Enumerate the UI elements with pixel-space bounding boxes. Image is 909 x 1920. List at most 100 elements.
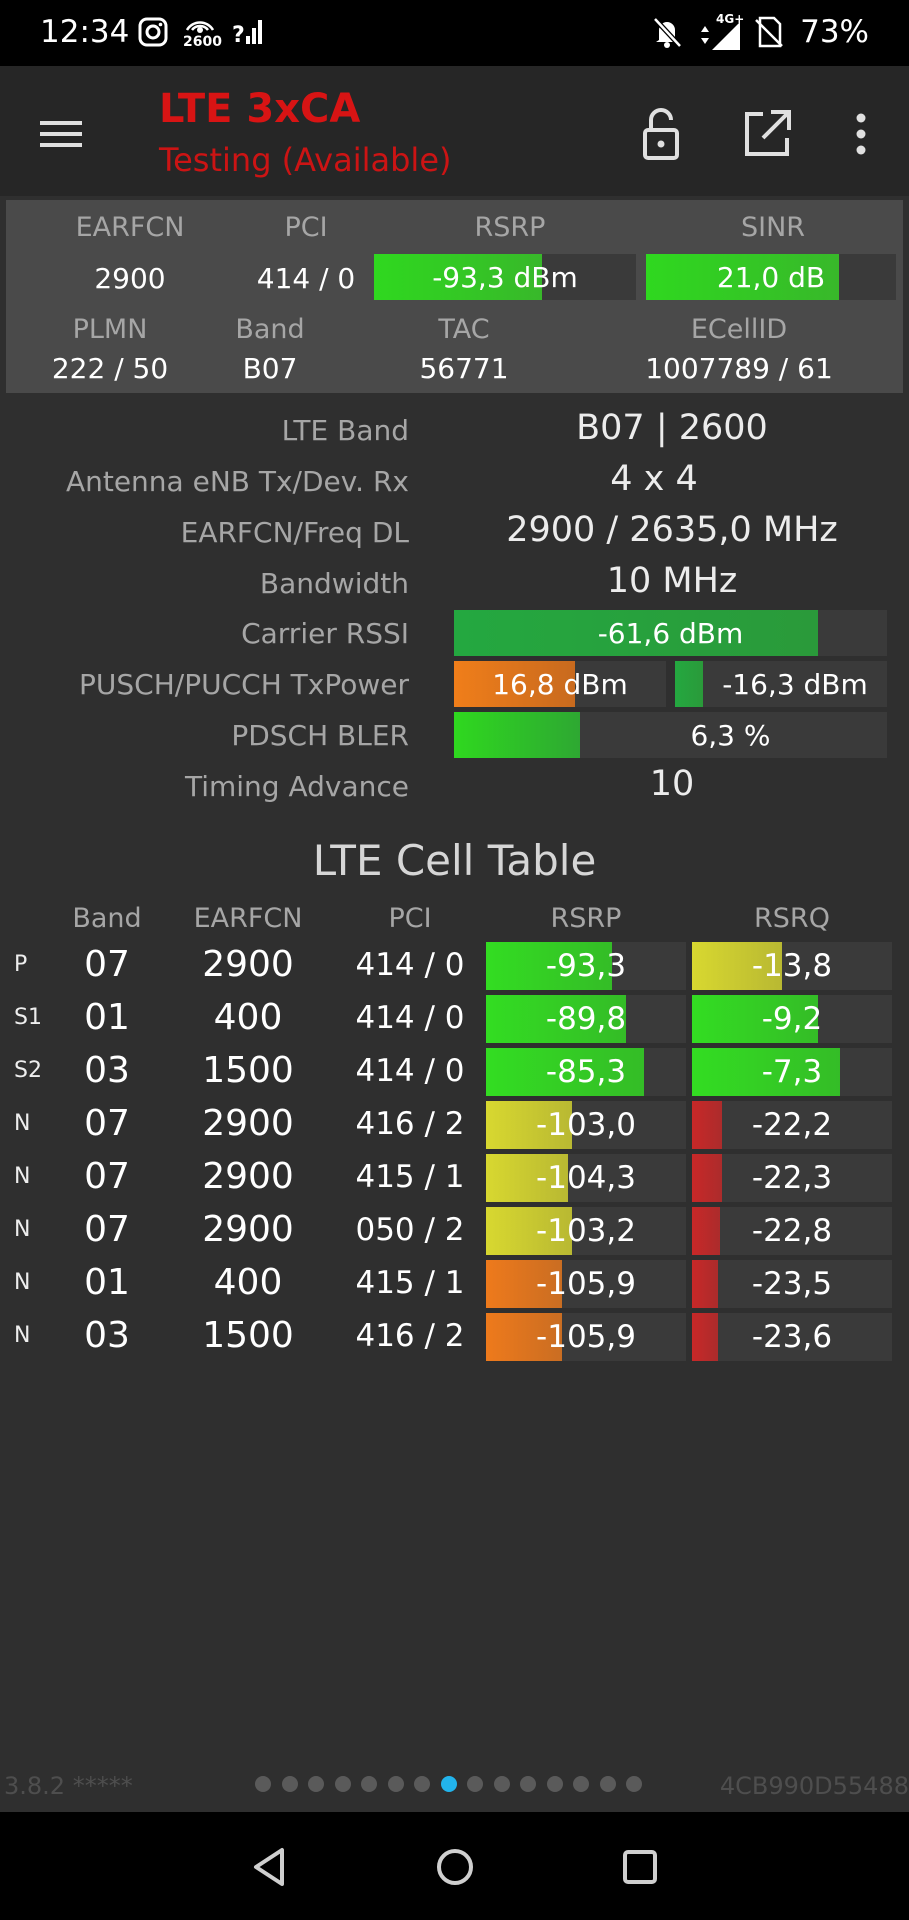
- more-vert-icon[interactable]: [829, 102, 893, 166]
- cell-rsrp-bar-fill: [486, 1154, 568, 1202]
- earfcn-freq-value: 2900 / 2635,0 MHz: [506, 510, 838, 550]
- pusch-bar: 16,8 dBm: [454, 661, 666, 707]
- serving-sinr-value: 21,0 dB: [716, 260, 826, 294]
- page-dot[interactable]: [308, 1776, 324, 1792]
- cell-pci: 414 / 0: [355, 947, 465, 983]
- bler-value: 6,3 %: [690, 718, 771, 752]
- bandwidth-value: 10 MHz: [606, 561, 738, 601]
- cell-rsrp-bar: -103,2: [486, 1207, 686, 1255]
- home-icon[interactable]: [430, 1842, 480, 1892]
- cell-rsrq-value: -22,8: [751, 1213, 833, 1249]
- serving-plmn: 222 / 50: [51, 352, 169, 385]
- page-dot[interactable]: [573, 1776, 589, 1792]
- cell-band: 03: [84, 1315, 130, 1356]
- rssi-bar-fill: [454, 610, 818, 656]
- open-external-icon[interactable]: [735, 102, 799, 166]
- serving-rsrp-value: -93,3 dBm: [432, 260, 578, 294]
- cell-role: N: [14, 1323, 31, 1348]
- serving-rsrp-bar-fill: [374, 254, 542, 300]
- cell-role: N: [14, 1217, 31, 1242]
- page-dot[interactable]: [467, 1776, 483, 1792]
- cell-rsrp-bar: -103,0: [486, 1101, 686, 1149]
- rssi-label: Carrier RSSI: [241, 617, 409, 650]
- antenna-label: Antenna eNB Tx/Dev. Rx: [65, 465, 409, 498]
- cell-band: 07: [84, 1103, 130, 1144]
- cell-rsrp-bar-fill: [486, 1207, 572, 1255]
- cell-role: P: [14, 952, 28, 977]
- cell-pci: 414 / 0: [355, 1000, 465, 1036]
- cell-earfcn: 2900: [202, 1156, 294, 1197]
- header-rsrp: RSRP: [474, 212, 546, 243]
- recents-icon[interactable]: [615, 1842, 665, 1892]
- page-dot[interactable]: [387, 1776, 404, 1792]
- txpower-label: PUSCH/PUCCH TxPower: [79, 668, 409, 701]
- cell-rsrq-bar: -22,8: [692, 1207, 892, 1255]
- serving-sinr-bar: 21,0 dB: [646, 254, 896, 300]
- page-dot[interactable]: [493, 1776, 510, 1792]
- cell-rsrp-value: -105,9: [536, 1266, 636, 1302]
- table-row: N 07 2900 050 / 2 -103,2 -22,8: [0, 1207, 909, 1257]
- cell-band: 07: [84, 1209, 130, 1250]
- page-dot[interactable]: [281, 1776, 298, 1792]
- serving-cell-panel: EARFCN PCI RSRP SINR 2900 414 / 0 -93,3 …: [6, 200, 903, 393]
- back-icon[interactable]: [246, 1842, 296, 1892]
- cell-rsrq-bar: -22,3: [692, 1154, 892, 1202]
- device-id: 4CB990D55488: [719, 1772, 909, 1800]
- page-dot[interactable]: [626, 1776, 642, 1792]
- cell-rsrp-value: -105,9: [536, 1319, 636, 1355]
- serving-ecellid: 1007789 / 61: [645, 352, 833, 385]
- bell-off-icon: [653, 17, 682, 48]
- cell-earfcn: 2900: [202, 1209, 294, 1250]
- antenna-value: 4 x 4: [610, 459, 698, 499]
- svg-text:?: ?: [232, 23, 245, 48]
- page-dot[interactable]: [520, 1776, 536, 1792]
- bler-bar: 6,3 %: [454, 712, 887, 758]
- serving-band: B07: [242, 352, 298, 385]
- cell-rsrp-value: -89,8: [545, 1001, 627, 1037]
- cell-band: 07: [84, 944, 130, 985]
- cell-rsrq-bar-fill: [692, 995, 818, 1043]
- cell-rsrq-bar: -22,2: [692, 1101, 892, 1149]
- cell-band: 01: [84, 1262, 130, 1303]
- table-row: N 07 2900 415 / 1 -104,3 -22,3: [0, 1154, 909, 1204]
- status-bar: 12:34 2600 ? 4G+ 73%: [0, 0, 909, 66]
- page-dot[interactable]: [361, 1776, 377, 1792]
- cell-rsrp-value: -103,0: [536, 1107, 636, 1143]
- cell-earfcn: 400: [213, 997, 283, 1038]
- earfcn-freq-label: EARFCN/Freq DL: [180, 516, 409, 549]
- hotspot-label: 2600: [183, 34, 222, 50]
- table-row: N 03 1500 416 / 2 -105,9 -23,6: [0, 1313, 909, 1363]
- page-dot[interactable]: [255, 1776, 271, 1792]
- hotspot-2600-icon: 2600: [180, 12, 222, 52]
- cell-band: 03: [84, 1050, 130, 1091]
- pucch-bar-fill: [675, 661, 703, 707]
- cell-rsrq-bar: -23,6: [692, 1313, 892, 1361]
- cell-rsrq-value: -23,6: [751, 1319, 833, 1355]
- cell-band: 07: [84, 1156, 130, 1197]
- unlock-icon[interactable]: [629, 102, 693, 166]
- page-dot[interactable]: [334, 1776, 351, 1792]
- pucch-value: -16,3 dBm: [722, 667, 868, 701]
- page-dot[interactable]: [599, 1776, 616, 1792]
- bandwidth-label: Bandwidth: [259, 567, 409, 600]
- cell-rsrq-bar-fill: [692, 1154, 722, 1202]
- serving-sinr-bar-fill: [646, 254, 839, 300]
- cell-earfcn: 1500: [202, 1050, 294, 1091]
- menu-icon[interactable]: [29, 102, 93, 166]
- app-title: LTE 3xCA: [159, 86, 361, 132]
- cell-table-title: LTE Cell Table: [312, 836, 597, 885]
- header-pci: PCI: [284, 212, 328, 243]
- app-version: 3.8.2 *****: [4, 1772, 133, 1800]
- cell-rsrp-bar: -93,3: [486, 942, 686, 990]
- header-ecellid: ECellID: [690, 314, 788, 345]
- page-dot[interactable]: [414, 1776, 430, 1792]
- cell-pci: 415 / 1: [355, 1265, 465, 1301]
- page-dot[interactable]: [440, 1776, 457, 1792]
- col-rsrq: RSRQ: [754, 903, 830, 934]
- cell-band: 01: [84, 997, 130, 1038]
- cell-rsrp-value: -103,2: [536, 1213, 636, 1249]
- cell-rsrp-bar: -105,9: [486, 1313, 686, 1361]
- page-dot[interactable]: [546, 1776, 563, 1792]
- table-row: N 01 400 415 / 1 -105,9 -23,5: [0, 1260, 909, 1310]
- pusch-bar-fill: [454, 661, 575, 707]
